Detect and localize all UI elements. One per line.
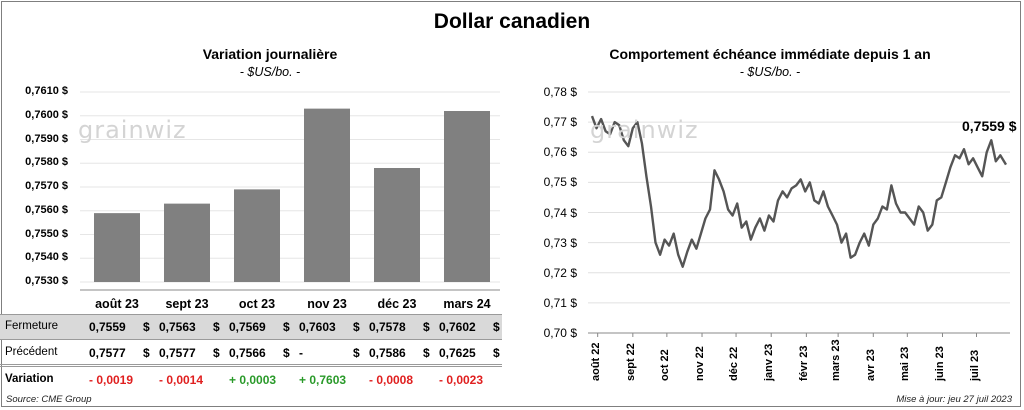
left-y-tick-label: 0,7580 $ [25, 156, 68, 169]
prev-currency: $ [143, 346, 150, 360]
prev-currency: $ [423, 346, 430, 360]
left-y-tick-label: 0,7610 $ [25, 85, 68, 97]
change-value: - 0,0014 [159, 373, 204, 387]
right-x-tick-label: août 22 [589, 342, 602, 381]
bar [374, 168, 420, 282]
bar [304, 108, 350, 282]
right-x-tick-label: déc 22 [728, 346, 741, 381]
prev-row-label: Précédent [5, 346, 58, 358]
close-currency: $ [353, 320, 360, 334]
prev-value: 0,7577 [89, 346, 126, 360]
source-note: Source: CME Group [6, 394, 92, 405]
close-currency: $ [493, 320, 500, 334]
left-y-tick-label: 0,7540 $ [25, 251, 68, 264]
right-x-tick-label: juin 23 [934, 346, 947, 381]
close-value: 0,7603 [299, 320, 336, 334]
right-y-tick-label: 0,73 $ [543, 235, 577, 250]
left-x-tick-label: déc 23 [377, 297, 417, 311]
right-y-tick-label: 0,76 $ [543, 145, 577, 160]
left-chart-subtitle: - $US/bo. - [239, 65, 301, 79]
left-y-tick-label: 0,7560 $ [25, 203, 68, 216]
prev-value: 0,7625 [439, 346, 476, 360]
prev-currency: $ [283, 346, 290, 360]
right-y-tick-label: 0,72 $ [543, 265, 577, 280]
left-y-tick-label: 0,7590 $ [25, 132, 68, 145]
close-value: 0,7602 [439, 320, 476, 334]
prev-currency: $ [493, 346, 500, 360]
right-x-tick-label: juil 23 [968, 349, 981, 381]
change-value: - 0,0008 [369, 373, 414, 387]
change-value: - 0,0019 [89, 373, 134, 387]
close-value: 0,7559 [89, 320, 126, 334]
right-x-tick-label: oct 22 [658, 349, 671, 381]
bar [444, 111, 490, 282]
left-x-tick-label: mars 24 [443, 297, 491, 311]
left-chart-title: Variation journalière [202, 46, 338, 62]
left-y-tick-label: 0,7530 $ [25, 275, 68, 287]
right-x-tick-label: janv 23 [763, 343, 776, 381]
left-x-tick-label: nov 23 [307, 297, 347, 311]
prev-value: 0,7577 [159, 346, 196, 360]
right-chart-title: Comportement échéance immédiate depuis 1… [609, 46, 931, 62]
right-x-tick-label: sept 22 [624, 343, 637, 381]
close-value: 0,7578 [369, 320, 406, 334]
left-y-tick-label: 0,7600 $ [25, 108, 68, 121]
close-currency: $ [423, 320, 430, 334]
bar [234, 189, 280, 282]
last-value-label: 0,7559 $ [962, 118, 1017, 134]
prev-currency: $ [353, 346, 360, 360]
change-value: + 0,7603 [299, 373, 347, 387]
left-x-tick-label: sept 23 [165, 297, 209, 311]
close-row-label: Fermeture [5, 320, 59, 332]
close-value: 0,7569 [229, 320, 266, 334]
close-value: 0,7563 [159, 320, 196, 334]
right-y-tick-label: 0,71 $ [543, 295, 577, 310]
prev-value: 0,7586 [369, 346, 406, 360]
right-x-tick-label: mars 23 [830, 339, 843, 381]
bar [94, 213, 140, 282]
left-watermark-logo: grainwiz [78, 116, 187, 144]
left-x-tick-label: août 23 [95, 297, 139, 311]
update-note: Mise à jour: jeu 27 juil 2023 [896, 394, 1012, 405]
prev-value: - [299, 346, 303, 360]
rate-line [590, 115, 1008, 268]
right-watermark-logo: grainwiz [590, 116, 699, 144]
right-chart-subtitle: - $US/bo. - [739, 65, 801, 79]
right-y-tick-label: 0,70 $ [543, 326, 577, 340]
right-y-tick-label: 0,75 $ [543, 175, 577, 190]
table-divider [0, 364, 502, 365]
right-y-tick-label: 0,74 $ [543, 205, 577, 220]
left-x-tick-label: oct 23 [238, 297, 276, 311]
right-x-tick-label: avr 23 [865, 349, 878, 381]
right-y-tick-label: 0,78 $ [543, 85, 577, 99]
right-x-tick-label: févr 23 [798, 345, 811, 381]
right-x-tick-label: nov 22 [694, 346, 707, 381]
change-value: + 0,0003 [229, 373, 277, 387]
close-currency: $ [213, 320, 220, 334]
left-y-tick-label: 0,7570 $ [25, 180, 68, 192]
change-row-label: Variation [5, 373, 54, 385]
prev-currency: $ [213, 346, 220, 360]
close-currency: $ [283, 320, 290, 334]
close-currency: $ [143, 320, 150, 334]
close-row-background [0, 314, 502, 340]
bar [164, 203, 210, 282]
left-y-tick-label: 0,7550 $ [25, 227, 68, 240]
prev-value: 0,7566 [229, 346, 266, 360]
right-y-tick-label: 0,77 $ [543, 115, 577, 130]
table-divider-double [0, 366, 502, 367]
page-title: Dollar canadien [433, 10, 591, 33]
right-x-tick-label: mai 23 [899, 346, 912, 381]
change-value: - 0,0023 [439, 373, 484, 387]
